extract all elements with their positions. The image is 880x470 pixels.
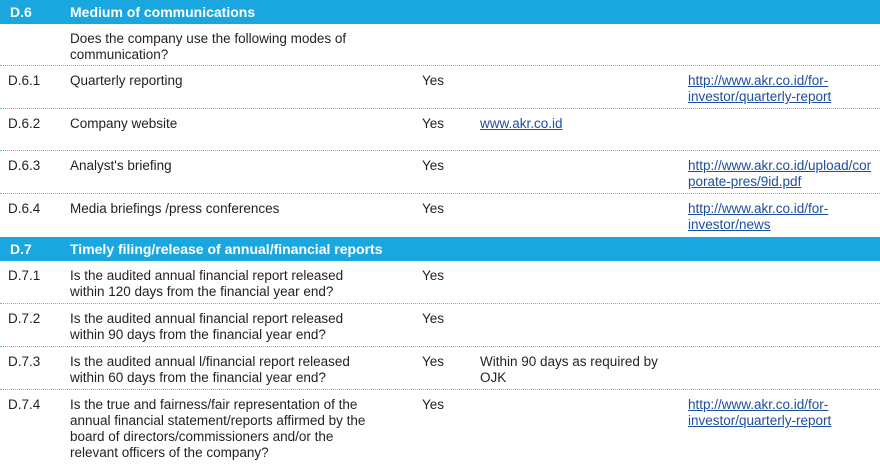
row-remark [470,304,678,311]
row-remark [470,194,678,201]
table-row: D.6.1 Quarterly reporting Yes http://www… [0,66,880,109]
row-question: Is the audited annual financial report r… [70,268,344,299]
section-intro: Does the company use the following modes… [70,31,347,62]
row-code: D.6.1 [8,73,41,88]
row-code: D.7.2 [8,311,41,326]
source-link[interactable]: http://www.akr.co.id/for-investor/quarte… [688,73,832,104]
row-remark [470,66,678,73]
row-answer: Yes [422,354,445,369]
row-source [678,109,878,116]
section-intro-row: Does the company use the following modes… [0,24,880,66]
table-row: D.6.4 Media briefings /press conferences… [0,194,880,237]
row-code: D.7.3 [8,354,41,369]
table-row: D.6.2 Company website Yes www.akr.co.id [0,109,880,151]
row-question: Media briefings /press conferences [70,201,280,216]
row-answer: Yes [422,201,445,216]
section-title: Medium of communications [70,4,256,20]
source-link[interactable]: http://www.akr.co.id/upload/corporate-pr… [688,158,872,189]
table-row: D.7.2 Is the audited annual financial re… [0,304,880,347]
table-row: D.7.1 Is the audited annual financial re… [0,261,880,304]
row-remark: Within 90 days as required by OJK [480,354,658,385]
remark-link[interactable]: www.akr.co.id [480,116,563,131]
row-question: Is the audited annual l/financial report… [70,354,350,385]
row-source [678,261,878,268]
table-row: D.6.3 Analyst's briefing Yes http://www.… [0,151,880,194]
row-question: Is the audited annual financial report r… [70,311,344,342]
row-answer: Yes [422,311,445,326]
section-title: Timely filing/release of annual/financia… [70,241,383,257]
table-row: D.7.3 Is the audited annual l/financial … [0,347,880,390]
section-code: D.6 [10,4,32,20]
row-code: D.7.4 [8,397,41,412]
section-header-d7: D.7 Timely filing/release of annual/fina… [0,237,880,261]
row-question: Quarterly reporting [70,73,183,88]
row-code: D.6.3 [8,158,41,173]
source-link[interactable]: http://www.akr.co.id/for-investor/news [688,201,829,232]
row-answer: Yes [422,158,445,173]
row-remark [470,261,678,268]
row-source [678,304,878,311]
row-question: Company website [70,116,178,131]
section-header-d6: D.6 Medium of communications [0,0,880,24]
row-question: Is the true and fairness/fair representa… [70,397,366,460]
row-code: D.6.2 [8,116,41,131]
row-answer: Yes [422,397,445,412]
row-code: D.7.1 [8,268,41,283]
row-answer: Yes [422,73,445,88]
section-code: D.7 [10,241,32,257]
row-question: Analyst's briefing [70,158,172,173]
table-row: D.7.4 Is the true and fairness/fair repr… [0,390,880,465]
row-source [678,347,878,354]
row-code: D.6.4 [8,201,41,216]
source-link[interactable]: http://www.akr.co.id/for-investor/quarte… [688,397,832,428]
row-answer: Yes [422,116,445,131]
row-remark [470,151,678,158]
row-remark [470,390,678,397]
row-answer: Yes [422,268,445,283]
